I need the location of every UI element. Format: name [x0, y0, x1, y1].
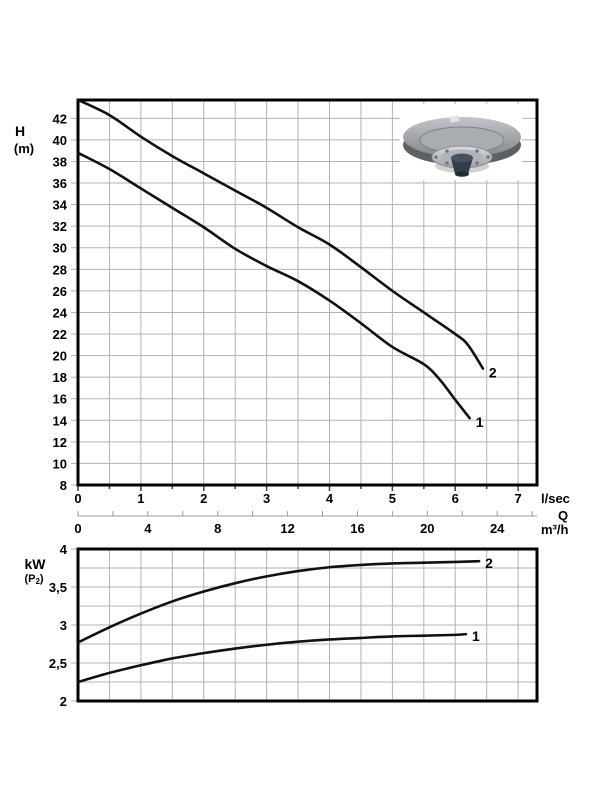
y-tick-label: 8 [60, 478, 67, 493]
y-axis-label-head: H [14, 123, 26, 139]
x-tick-label: 2 [200, 491, 207, 506]
y-axis-label-power: kW [24, 556, 46, 572]
y-tick-label: 32 [53, 219, 67, 234]
y-tick-label: 30 [53, 241, 67, 256]
y-tick-label: 2 [60, 694, 67, 709]
p2-subscript: 2 [35, 577, 40, 586]
y-tick-label: 42 [53, 111, 67, 126]
y-tick-label: 14 [53, 413, 68, 428]
p2-prefix: (P [24, 573, 36, 585]
x2-axis-label-q: Q [557, 508, 569, 523]
curve-label-1: 1 [476, 414, 484, 430]
x-tick-label: 5 [389, 491, 396, 506]
y-tick-label: 20 [53, 349, 67, 364]
y-tick-label: 38 [53, 154, 67, 169]
q-tick-label: 0 [74, 521, 81, 536]
y-tick-label: 22 [53, 327, 67, 342]
plot-border [76, 98, 539, 487]
y-tick-label: 28 [53, 262, 67, 277]
y-tick-label: 16 [53, 392, 67, 407]
y-tick-label: 34 [53, 198, 68, 213]
x-tick-label: 1 [137, 491, 144, 506]
curve-label-2: 2 [489, 365, 497, 381]
y-tick-label: 18 [53, 370, 67, 385]
curve-2 [76, 98, 485, 370]
y-tick-label: 3,5 [49, 580, 67, 595]
y-tick-label: 2,5 [49, 656, 67, 671]
y-tick-label: 26 [53, 284, 67, 299]
q-tick-label: 8 [214, 521, 221, 536]
q-tick-label: 16 [350, 521, 364, 536]
x2-axis-unit-m3h: m³/h [541, 522, 569, 537]
y-axis-unit-power: (P2) [16, 573, 52, 586]
q-tick-label: 20 [420, 521, 434, 536]
y-tick-label: 3 [60, 618, 67, 633]
x-tick-label: 3 [263, 491, 270, 506]
plot-border [76, 547, 539, 703]
y-tick-label: 40 [53, 133, 67, 148]
y-tick-label: 10 [53, 456, 67, 471]
q-tick-label: 24 [490, 521, 505, 536]
x-tick-label: 0 [74, 491, 81, 506]
y-tick-label: 12 [53, 435, 67, 450]
curve-1 [76, 151, 472, 420]
y-tick-label: 24 [53, 305, 68, 320]
x-tick-label: 6 [452, 491, 459, 506]
x-tick-label: 4 [326, 491, 334, 506]
y-axis-unit-head: (m) [13, 141, 35, 156]
q-tick-label: 12 [280, 521, 294, 536]
curve-1 [76, 632, 468, 684]
curve-label-1: 1 [472, 628, 480, 644]
y-tick-label: 4 [60, 542, 68, 557]
q-tick-label: 4 [144, 521, 152, 536]
x-axis-unit-lsec: l/sec [541, 491, 570, 506]
curve-label-2: 2 [485, 555, 493, 571]
x-tick-label: 7 [515, 491, 522, 506]
p2-suffix: ) [39, 573, 44, 585]
curve-2 [76, 559, 481, 644]
y-tick-label: 36 [53, 176, 67, 191]
